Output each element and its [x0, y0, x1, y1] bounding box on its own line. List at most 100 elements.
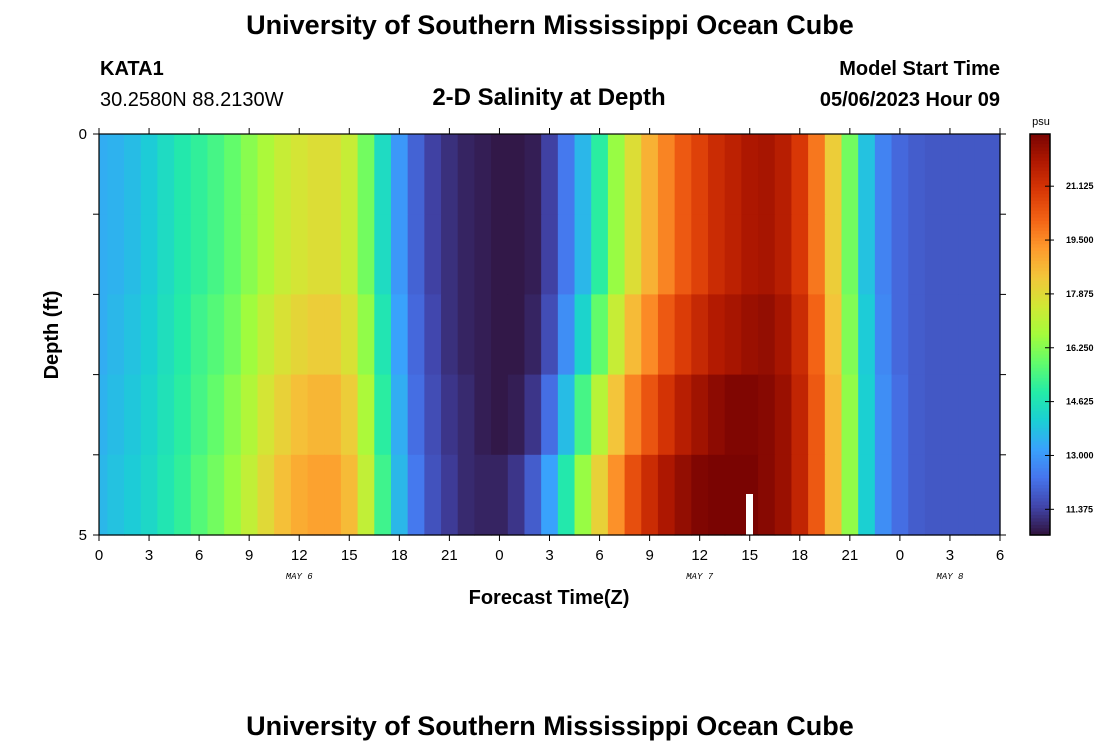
heatmap-cell	[808, 214, 826, 295]
heatmap-cell	[574, 454, 592, 536]
heatmap-cell	[140, 134, 158, 215]
heatmap-cell	[874, 374, 893, 456]
heatmap-cell	[758, 374, 776, 456]
heatmap-cell	[657, 454, 676, 536]
heatmap-cell	[724, 134, 742, 215]
heatmap-cell	[607, 454, 626, 536]
colorbar-segment	[1030, 214, 1050, 219]
heatmap-cell	[240, 134, 259, 215]
heatmap-cell	[541, 134, 559, 215]
heatmap-cell	[290, 294, 309, 376]
heatmap-cell	[774, 454, 793, 536]
heatmap-cell	[474, 214, 492, 295]
colorbar-segment	[1030, 264, 1050, 269]
heatmap-cell	[207, 294, 225, 376]
heatmap-cell	[524, 294, 542, 376]
colorbar-segment	[1030, 488, 1050, 493]
heatmap-cell	[908, 374, 926, 456]
colorbar-segment	[1030, 210, 1050, 215]
heatmap-cell	[441, 454, 459, 536]
heatmap-cell	[290, 454, 309, 536]
heatmap-cell	[324, 134, 342, 215]
heatmap-cell	[824, 294, 843, 376]
heatmap-cell	[324, 214, 342, 295]
colorbar-segment	[1030, 317, 1050, 322]
heatmap-cell	[841, 454, 859, 536]
heatmap-cell	[941, 214, 959, 295]
heatmap-cell	[257, 214, 275, 295]
colorbar-segment	[1030, 170, 1050, 175]
heatmap-cell	[407, 214, 425, 295]
heatmap-cell	[974, 454, 993, 536]
heatmap-cell	[324, 294, 342, 376]
x-tick-label: 21	[841, 547, 858, 564]
heatmap-cell	[324, 374, 342, 456]
colorbar-segment	[1030, 167, 1050, 172]
colorbar: 11.375 13.000 14.625 16.250 17.875 19.500 21.1…	[1029, 133, 1094, 536]
colorbar-segment	[1030, 491, 1050, 496]
heatmap-cell	[207, 454, 225, 536]
x-axis-label: Forecast Time(Z)	[469, 587, 630, 609]
heatmap-cell	[541, 374, 559, 456]
colorbar-segment	[1030, 428, 1050, 433]
heatmap-cell	[791, 134, 809, 215]
heatmap-cell	[941, 134, 959, 215]
heatmap-cell	[824, 374, 843, 456]
heatmap-cell	[708, 134, 726, 215]
heatmap-cell	[441, 134, 459, 215]
colorbar-segment	[1030, 494, 1050, 499]
heatmap-cell	[891, 214, 909, 295]
heatmap-cell	[374, 134, 392, 215]
heatmap-cell	[741, 374, 759, 456]
x-axis: 0 3 6 9 12 15 18 21 0 3 6 9 12 15 18 21 0 3 6 MAY 6 MAY 7 MAY…	[95, 128, 1004, 582]
colorbar-segment	[1030, 227, 1050, 232]
heatmap-cell	[190, 374, 209, 456]
heatmap-cell	[607, 294, 626, 376]
heatmap-cell	[958, 214, 976, 295]
heatmap-cell	[290, 134, 309, 215]
heatmap-cell	[274, 374, 292, 456]
colorbar-segment	[1030, 250, 1050, 255]
heatmap-cell	[557, 454, 576, 536]
colorbar-segment	[1030, 257, 1050, 262]
heatmap-cell	[257, 134, 275, 215]
heatmap-cell	[557, 134, 576, 215]
colorbar-unit: psu	[1032, 116, 1050, 128]
heatmap-cell	[224, 294, 242, 376]
heatmap-cell	[174, 134, 192, 215]
colorbar-segment	[1030, 240, 1050, 245]
colorbar-segment	[1030, 444, 1050, 449]
colorbar-segment	[1030, 164, 1050, 169]
heatmap-cell	[591, 294, 609, 376]
heatmap-cell	[958, 374, 976, 456]
heatmap-cell	[224, 134, 242, 215]
heatmap-cell	[474, 374, 492, 456]
heatmap-cell	[174, 294, 192, 376]
heatmap-cell	[99, 134, 108, 215]
colorbar-segment	[1030, 321, 1050, 326]
heatmap-cell	[224, 214, 242, 295]
colorbar-segment	[1030, 207, 1050, 212]
colorbar-segment	[1030, 294, 1050, 299]
heatmap-cell	[340, 294, 359, 376]
colorbar-segment	[1030, 404, 1050, 409]
heatmap-cell	[457, 134, 476, 215]
heatmap-cell	[841, 134, 859, 215]
colorbar-segment	[1030, 331, 1050, 336]
y-tick-label: 5	[79, 527, 87, 544]
colorbar-segment	[1030, 334, 1050, 339]
heatmap-cell	[207, 374, 225, 456]
heatmap-cell	[691, 134, 709, 215]
heatmap-cell	[457, 374, 476, 456]
heatmap-cell	[624, 294, 642, 376]
heatmap-cell	[174, 454, 192, 536]
y-axis-label: Depth (ft)	[41, 291, 63, 380]
x-tick-label: 6	[996, 547, 1004, 564]
heatmap-cell	[474, 294, 492, 376]
heatmap-cell	[99, 294, 108, 376]
colorbar-segment	[1030, 277, 1050, 282]
heatmap-cell	[507, 214, 526, 295]
colorbar-segment	[1030, 414, 1050, 419]
heatmap-cell	[624, 374, 642, 456]
heatmap-cell	[841, 374, 859, 456]
